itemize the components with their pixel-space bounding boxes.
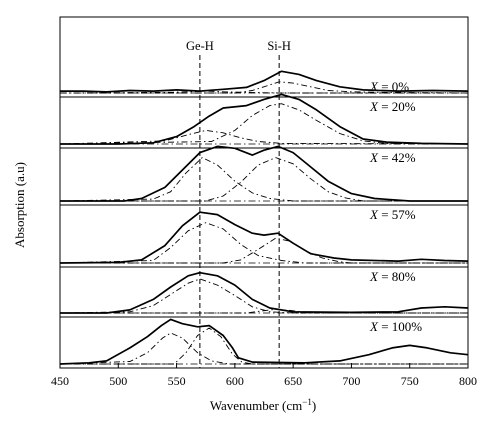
panel-label-eq: =: [378, 79, 392, 94]
measured-spectrum: [60, 145, 468, 202]
y-axis-label-group: Absorption (a.u): [12, 162, 27, 248]
panel-label: X = 100%: [369, 319, 422, 334]
measured-spectrum: [60, 271, 469, 314]
x-tick-label: 600: [226, 374, 244, 388]
x-tick-label: 700: [342, 374, 360, 388]
fit-curve-ge-h: [59, 222, 468, 264]
x-tick-label: 750: [401, 374, 419, 388]
panel-4: X = 80%: [59, 266, 469, 318]
panel-label: X = 57%: [369, 207, 416, 222]
fit-curve-si-h: [60, 327, 468, 365]
panel-label: X = 0%: [369, 79, 409, 94]
x-axis-label-close: ): [312, 398, 316, 413]
panel-0: X = 0%: [59, 16, 469, 98]
x-tick-label: 550: [168, 374, 186, 388]
measured-spectrum: [59, 211, 469, 264]
fit-curve-si-h: [60, 237, 468, 264]
reference-label: Ge-H: [186, 39, 214, 53]
fit-curve-si-h: [60, 81, 469, 94]
panel-label-value: 42%: [392, 150, 416, 165]
panel-label-value: 80%: [392, 269, 416, 284]
panel-3: X = 57%: [59, 204, 469, 268]
panel-label-eq: =: [378, 269, 392, 284]
fit-curve-ge-h: [59, 332, 468, 365]
measured-spectrum: [60, 93, 469, 145]
fit-curve-ge-h: [59, 90, 468, 94]
measured-spectrum: [60, 70, 469, 93]
fit-curve-ge-h: [59, 157, 468, 202]
panel-label: X = 80%: [369, 269, 416, 284]
panel-label-var: X: [369, 150, 379, 165]
panel-label-value: 0%: [392, 79, 410, 94]
x-tick-label: 800: [459, 374, 477, 388]
panel-label-var: X: [369, 79, 379, 94]
x-tick-label: 650: [284, 374, 302, 388]
x-axis-label: Wavenumber (cm−1): [210, 397, 316, 413]
panel-label-eq: =: [378, 150, 392, 165]
panel-label-value: 20%: [392, 99, 416, 114]
panel-label-var: X: [369, 319, 379, 334]
panel-2: X = 42%: [59, 145, 469, 206]
x-tick-label: 450: [51, 374, 69, 388]
panel-label: X = 42%: [369, 150, 416, 165]
x-axis: 450 500 550 600 650 700 750 800: [51, 363, 477, 388]
panel-label-eq: =: [378, 207, 392, 222]
measured-spectrum: [59, 318, 469, 365]
panel-1: X = 20%: [59, 93, 469, 149]
panel-label-var: X: [369, 99, 379, 114]
fit-curve-si-h: [59, 103, 469, 145]
y-axis-label: Absorption (a.u): [12, 162, 27, 248]
reference-lines-layer: Ge-H Si-H: [186, 39, 291, 368]
panel-label-var: X: [369, 207, 379, 222]
panel-label-value: 57%: [392, 207, 416, 222]
panel-label-eq: =: [378, 319, 392, 334]
panels-layer: X = 0%X = 20%X = 42%X = 57%X = 80%X = 10…: [59, 16, 469, 369]
x-tick-label: 500: [109, 374, 127, 388]
fit-curve-ge-h: [59, 129, 469, 145]
panel-label: X = 20%: [369, 99, 416, 114]
panel-label-value: 100%: [392, 319, 423, 334]
panel-label-eq: =: [378, 99, 392, 114]
panel-label-var: X: [369, 269, 379, 284]
x-axis-label-text: Wavenumber (cm: [210, 398, 302, 413]
reference-label: Si-H: [267, 39, 291, 53]
panel-frame: [59, 316, 469, 369]
x-axis-label-superscript: −1: [302, 397, 312, 407]
fit-curve-ge-h: [59, 278, 468, 314]
fit-curve-si-h: [60, 157, 468, 202]
panel-5: X = 100%: [59, 316, 469, 369]
